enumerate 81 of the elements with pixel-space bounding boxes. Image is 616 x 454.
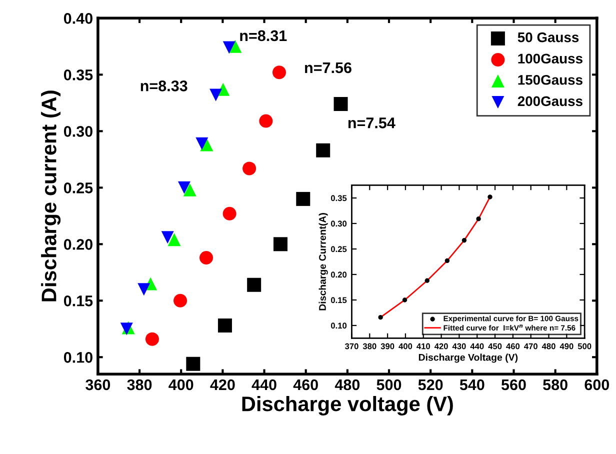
point [424,278,430,283]
x-tick-label: 400 [398,343,412,350]
point [161,231,174,244]
y-tick-label: 0.20 [330,272,347,278]
x-tick-label: 450 [488,343,502,350]
point [183,183,196,196]
x-tick-label: 540 [460,379,484,390]
point [316,143,330,158]
x-tick-label: 500 [578,343,592,350]
y-tick-label: 0.15 [64,296,93,306]
y-tick-label: 0.25 [330,246,347,252]
point [168,233,181,246]
x-axis-title: Discharge Voltage (V) [418,354,518,363]
point [334,97,348,112]
x-tick-label: 360 [86,379,110,390]
point [273,237,288,252]
point [272,66,286,80]
point [476,216,481,222]
x-tick-label: 490 [560,343,574,350]
point [200,250,214,264]
x-tick-label: 370 [344,343,358,350]
y-tick-label: 0.40 [64,13,92,24]
point [462,238,467,243]
point [378,314,383,320]
y-tick-label: 0.25 [64,182,93,194]
annotation: n=8.31 [240,30,287,42]
y-tick-label: 0.10 [64,352,92,363]
x-tick-label: 420 [434,343,448,350]
point [247,278,262,292]
y-axis-title: Discharge current (A) [41,90,61,302]
y-tick-label: 0.30 [330,220,347,227]
x-tick-label: 520 [418,379,443,390]
x-tick-label: 500 [376,379,402,390]
y-tick-label: 0.30 [64,126,92,137]
point [196,137,208,150]
y-tick-label: 0.35 [330,195,347,202]
point [488,194,492,200]
x-tick-label: 380 [362,343,376,350]
point [174,294,188,308]
x-tick-label: 390 [380,343,394,350]
point [222,206,236,220]
x-tick-label: 440 [252,379,276,390]
y-tick-label: 0.35 [64,70,93,80]
point [186,356,200,371]
point [242,162,256,176]
point [222,41,236,54]
x-tick-label: 560 [501,379,526,390]
y-tick-label: 0.15 [330,297,347,304]
y-tick-label: 0.10 [330,322,347,329]
x-tick-label: 460 [506,343,520,350]
x-tick-label: 420 [210,379,235,390]
x-tick-label: 460 [293,379,318,390]
legend-label: 200Gauss [518,96,582,106]
x-tick-label: 470 [524,343,538,350]
point [218,318,232,333]
point [138,283,150,296]
point [444,258,450,264]
x-tick-label: 440 [470,343,484,350]
x-tick-label: 480 [542,343,556,350]
point [259,114,273,128]
point [145,332,159,346]
x-tick-label: 480 [334,379,360,390]
x-tick-label: 580 [543,379,568,390]
annotation: n=7.54 [348,118,396,128]
x-tick-label: 380 [127,379,152,390]
legend-label: 100Gauss [518,54,582,64]
x-tick-label: 400 [168,379,194,390]
legend-label: 150Gauss [518,74,582,85]
x-axis-title: Discharge voltage (V) [242,396,453,416]
annotation: n=8.33 [140,80,188,92]
point [178,181,190,194]
x-tick-label: 430 [452,343,466,350]
y-tick-label: 0.20 [64,239,92,250]
y-axis-title: Discharge Current(A) [318,213,328,310]
legend-label: 50 Gauss [518,32,579,42]
point [210,88,222,102]
point [402,298,408,302]
annotation: n=7.56 [305,62,352,74]
x-tick-label: 410 [416,343,430,350]
point [296,192,310,206]
x-tick-label: 600 [584,379,610,390]
